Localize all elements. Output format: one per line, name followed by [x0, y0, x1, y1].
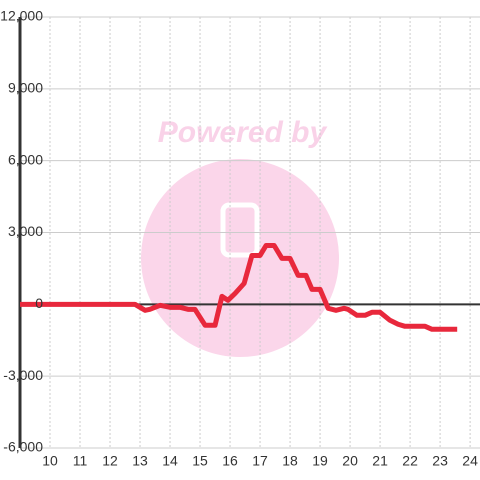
y-tick-label: 3,000 [8, 223, 43, 239]
x-tick-label: 21 [372, 453, 388, 469]
data-line [20, 242, 458, 332]
y-tick-label: -6,000 [3, 439, 43, 455]
y-tick-label: 12,000 [0, 8, 43, 24]
x-tick-label: 10 [42, 453, 58, 469]
x-tick-label: 14 [162, 453, 178, 469]
watermark: Powered by [141, 116, 339, 357]
x-tick-label: 19 [312, 453, 328, 469]
x-tick-label: 23 [432, 453, 448, 469]
x-tick-label: 11 [73, 453, 88, 469]
x-tick-label: 20 [342, 453, 358, 469]
x-tick-label: 17 [252, 453, 268, 469]
watermark-circle [141, 159, 339, 357]
y-tick-label: 6,000 [8, 151, 43, 167]
x-tick-label: 16 [222, 453, 238, 469]
x-tick-label: 18 [282, 453, 298, 469]
x-tick-label: 24 [462, 453, 478, 469]
watermark-text: Powered by [158, 116, 328, 149]
x-tick-label: 13 [132, 453, 148, 469]
y-tick-label: 9,000 [8, 80, 43, 96]
watermark-icon [220, 202, 260, 258]
x-tick-label: 22 [402, 453, 418, 469]
y-tick-label: -3,000 [3, 367, 43, 383]
x-tick-label: 15 [192, 453, 208, 469]
x-tick-label: 12 [102, 453, 118, 469]
y-tick-label: 0 [35, 295, 43, 311]
